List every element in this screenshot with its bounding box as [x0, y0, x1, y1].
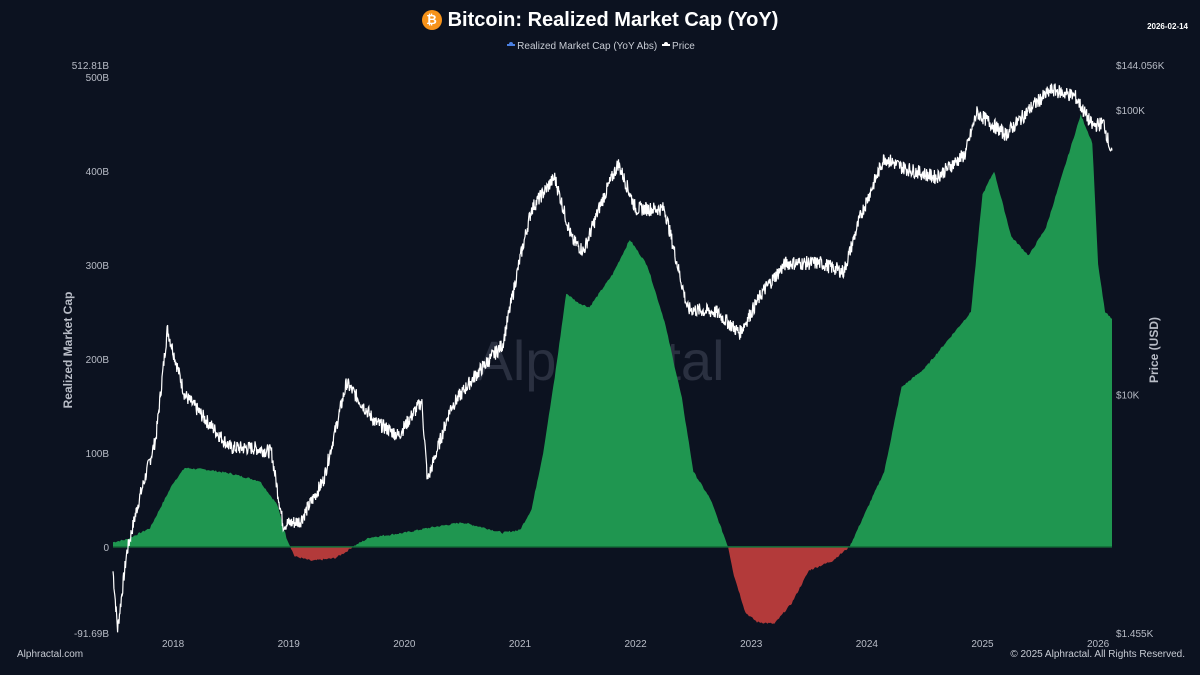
- y-left-tick: 300B: [86, 261, 110, 272]
- rmc-negative-area: [290, 546, 850, 624]
- legend-marker-icon: [507, 42, 516, 46]
- legend-marker-icon: [662, 42, 671, 46]
- x-tick: 2020: [393, 639, 416, 650]
- y-left-tick: 400B: [86, 167, 110, 178]
- y-right-tick: $100K: [1116, 106, 1145, 117]
- rmc-positive-area: [113, 113, 1112, 547]
- y-left-tick: 500B: [86, 73, 110, 84]
- chart-title: ₿ Bitcoin: Realized Market Cap (YoY): [0, 9, 1200, 32]
- x-tick: 2021: [509, 639, 532, 650]
- y-right-tick: $144.056K: [1116, 61, 1165, 72]
- y-left-tick: 0: [103, 543, 109, 554]
- x-tick: 2018: [162, 639, 185, 650]
- legend-item-price[interactable]: Price: [660, 41, 695, 52]
- price-line: [112, 83, 1113, 633]
- legend-label: Realized Market Cap (YoY Abs): [517, 41, 658, 52]
- x-tick: 2026: [1087, 639, 1110, 650]
- y-left-tick: -91.69B: [74, 629, 109, 640]
- y-left-label: Realized Market Cap: [61, 292, 75, 409]
- legend-label: Price: [672, 41, 695, 52]
- y-right-label: Price (USD): [1147, 317, 1161, 383]
- x-tick: 2022: [625, 639, 648, 650]
- y-right-tick: $1.455K: [1116, 629, 1154, 640]
- legend: Realized Market Cap (YoY Abs) Price: [0, 41, 1200, 52]
- x-tick: 2025: [971, 639, 994, 650]
- x-tick: 2023: [740, 639, 763, 650]
- legend-item-rmc[interactable]: Realized Market Cap (YoY Abs): [505, 41, 657, 52]
- date-label: 2026-02-14: [1147, 22, 1188, 31]
- footer-copyright: © 2025 Alphractal. All Rights Reserved.: [1010, 649, 1185, 660]
- y-right-tick: $10K: [1116, 391, 1140, 402]
- chart-title-text: Bitcoin: Realized Market Cap (YoY): [447, 9, 779, 31]
- y-left-tick: 512.81B: [72, 61, 110, 72]
- x-tick: 2019: [278, 639, 301, 650]
- bitcoin-icon: ₿: [421, 10, 442, 30]
- y-left-tick: 200B: [86, 355, 110, 366]
- x-tick: 2024: [856, 639, 879, 650]
- footer-site: Alphractal.com: [17, 649, 84, 660]
- y-left-tick: 100B: [86, 449, 110, 460]
